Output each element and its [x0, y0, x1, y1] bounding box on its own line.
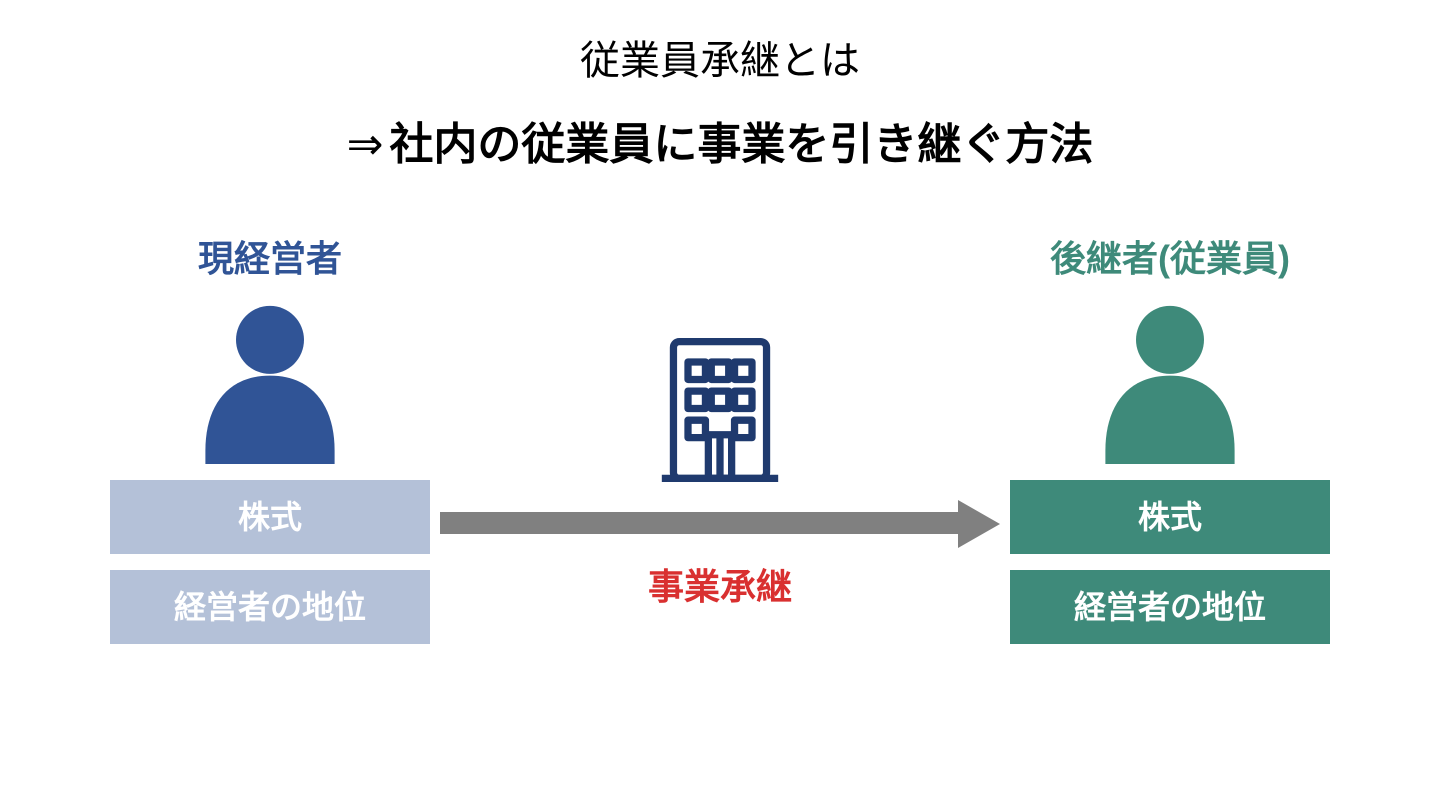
building-icon — [645, 330, 795, 490]
left-box-stock: 株式 — [110, 480, 430, 554]
transfer-arrow-label: 事業承継 — [470, 558, 970, 610]
arrow-head-icon — [958, 500, 1000, 548]
transfer-center: 事業承継 — [470, 330, 970, 610]
current-owner-label: 現経営者 — [110, 230, 430, 282]
subtitle-text: 社内の従業員に事業を引き継ぐ方法 — [389, 120, 1093, 169]
successor-column: 後継者(従業員) 株式 経営者の地位 — [1010, 230, 1330, 644]
left-box-position: 経営者の地位 — [110, 570, 430, 644]
right-box-position: 経営者の地位 — [1010, 570, 1330, 644]
person-icon — [1085, 294, 1255, 464]
person-icon — [185, 294, 355, 464]
arrow-shaft — [440, 512, 960, 534]
current-owner-column: 現経営者 株式 経営者の地位 — [110, 230, 430, 644]
right-box-stock: 株式 — [1010, 480, 1330, 554]
transfer-arrow — [440, 500, 1000, 540]
succession-diagram: 現経営者 株式 経営者の地位 — [0, 230, 1440, 790]
page-subtitle: ⇒社内の従業員に事業を引き継ぐ方法 — [0, 108, 1440, 172]
successor-label: 後継者(従業員) — [1010, 230, 1330, 282]
page-title: 従業員承継とは — [0, 28, 1440, 86]
subtitle-arrow-glyph: ⇒ — [347, 120, 384, 169]
